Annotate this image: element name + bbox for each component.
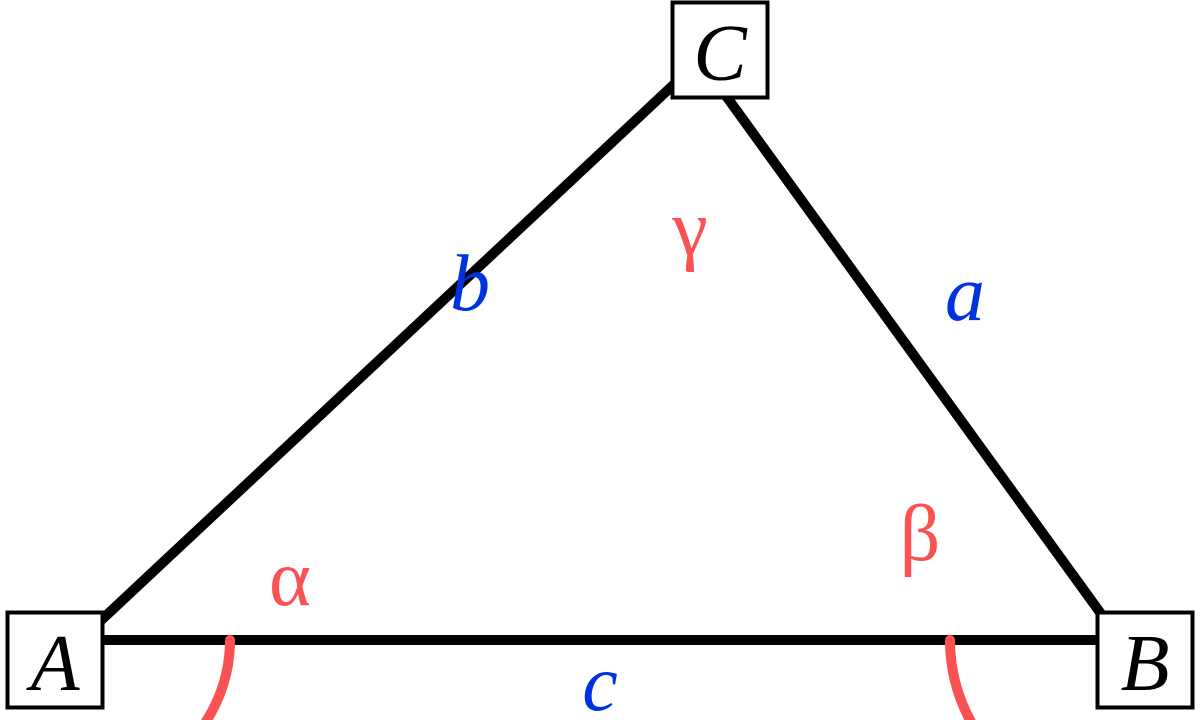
triangle-outline <box>80 60 1120 640</box>
vertex-label-b: B <box>1121 620 1170 708</box>
angle-label-alpha: α <box>269 535 311 623</box>
angle-label-beta: β <box>900 490 941 578</box>
vertex-label-a: A <box>26 620 81 708</box>
side-label-c: c <box>582 640 618 720</box>
side-label-b: b <box>450 240 490 328</box>
angle-label-gamma: γ <box>671 185 707 273</box>
angle-arc-beta <box>950 640 1021 720</box>
triangle-diagram: A B C a b c α β γ <box>0 0 1200 720</box>
side-label-a: a <box>945 250 985 338</box>
vertex-label-c: C <box>693 10 748 98</box>
angle-arc-alpha <box>190 640 230 720</box>
